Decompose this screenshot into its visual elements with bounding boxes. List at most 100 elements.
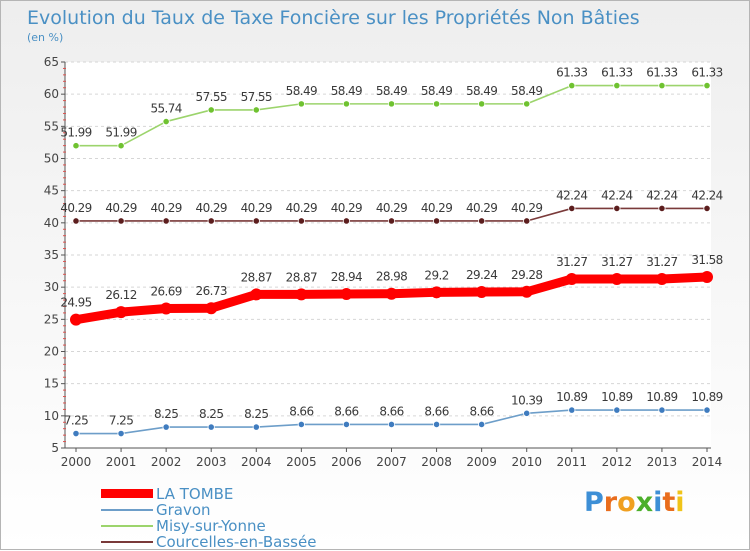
data-label-courcelles-en-bass-e: 40.29 bbox=[466, 201, 497, 215]
x-tick-label: 2004 bbox=[241, 455, 272, 469]
data-label-misy-sur-yonne: 58.49 bbox=[331, 84, 362, 98]
data-label-courcelles-en-bass-e: 40.29 bbox=[421, 201, 452, 215]
data-label-la-tombe: 31.27 bbox=[601, 255, 632, 269]
data-label-misy-sur-yonne: 51.99 bbox=[60, 126, 91, 140]
data-label-gravon: 8.66 bbox=[334, 404, 358, 418]
data-point-courcelles-en-bass-e bbox=[568, 204, 576, 213]
data-point-misy-sur-yonne bbox=[342, 100, 351, 108]
data-label-courcelles-en-bass-e: 40.29 bbox=[60, 201, 91, 215]
data-point-courcelles-en-bass-e bbox=[658, 204, 666, 213]
y-tick-label: 25 bbox=[44, 312, 59, 326]
data-label-la-tombe: 24.95 bbox=[60, 296, 91, 310]
data-point-courcelles-en-bass-e bbox=[207, 217, 215, 225]
x-tick-label: 2009 bbox=[466, 455, 497, 469]
y-tick-label: 20 bbox=[44, 345, 59, 359]
x-tick-label: 2003 bbox=[196, 455, 227, 469]
data-point-misy-sur-yonne bbox=[207, 106, 215, 114]
data-point-gravon bbox=[72, 429, 80, 438]
data-point-gravon bbox=[432, 420, 441, 429]
data-label-courcelles-en-bass-e: 40.29 bbox=[286, 201, 317, 215]
x-tick-label: 2011 bbox=[557, 455, 588, 469]
data-label-misy-sur-yonne: 58.49 bbox=[466, 84, 497, 98]
data-label-gravon: 8.25 bbox=[154, 407, 178, 421]
data-point-misy-sur-yonne bbox=[478, 100, 486, 108]
logo-letter: P bbox=[584, 487, 604, 518]
x-tick-label: 2008 bbox=[421, 455, 452, 469]
data-point-la-tombe bbox=[115, 306, 128, 319]
data-label-misy-sur-yonne: 58.49 bbox=[286, 84, 317, 98]
data-point-courcelles-en-bass-e bbox=[613, 204, 621, 213]
data-point-la-tombe bbox=[610, 272, 623, 285]
data-label-misy-sur-yonne: 61.33 bbox=[556, 66, 587, 80]
data-point-la-tombe bbox=[340, 287, 353, 300]
data-point-la-tombe bbox=[520, 285, 533, 298]
data-label-misy-sur-yonne: 61.33 bbox=[691, 66, 722, 80]
data-point-gravon bbox=[568, 406, 576, 414]
data-point-courcelles-en-bass-e bbox=[72, 217, 80, 225]
data-point-gravon bbox=[478, 420, 486, 429]
y-tick-label: 45 bbox=[44, 184, 59, 198]
data-label-la-tombe: 31.58 bbox=[691, 253, 722, 267]
data-label-la-tombe: 28.87 bbox=[241, 270, 272, 284]
data-label-gravon: 10.39 bbox=[511, 393, 542, 407]
data-point-courcelles-en-bass-e bbox=[387, 217, 396, 225]
data-label-courcelles-en-bass-e: 40.29 bbox=[376, 201, 407, 215]
logo-letter: i bbox=[675, 487, 685, 518]
data-point-la-tombe bbox=[701, 271, 713, 284]
data-point-gravon bbox=[613, 406, 621, 414]
data-label-gravon: 10.89 bbox=[646, 390, 677, 404]
data-label-courcelles-en-bass-e: 40.29 bbox=[331, 201, 362, 215]
data-point-courcelles-en-bass-e bbox=[703, 204, 711, 213]
data-point-gravon bbox=[207, 423, 215, 431]
x-tick-label: 2012 bbox=[602, 455, 633, 469]
x-tick-label: 2007 bbox=[376, 455, 407, 469]
data-point-courcelles-en-bass-e bbox=[297, 217, 305, 225]
chart-title: Evolution du Taux de Taxe Foncière sur l… bbox=[27, 7, 640, 29]
data-label-la-tombe: 26.69 bbox=[150, 284, 181, 298]
data-label-la-tombe: 26.12 bbox=[105, 288, 136, 302]
data-point-misy-sur-yonne bbox=[523, 100, 531, 108]
data-label-gravon: 8.66 bbox=[379, 404, 403, 418]
data-label-courcelles-en-bass-e: 42.24 bbox=[601, 188, 632, 202]
legend-label: LA TOMBE bbox=[156, 485, 234, 503]
data-label-courcelles-en-bass-e: 42.24 bbox=[556, 188, 587, 202]
data-label-misy-sur-yonne: 58.49 bbox=[421, 84, 452, 98]
data-point-misy-sur-yonne bbox=[387, 100, 396, 108]
data-point-courcelles-en-bass-e bbox=[117, 217, 125, 225]
data-point-gravon bbox=[658, 406, 666, 414]
data-point-courcelles-en-bass-e bbox=[432, 217, 441, 225]
plot-area bbox=[65, 62, 711, 448]
data-point-la-tombe bbox=[205, 302, 218, 315]
data-label-courcelles-en-bass-e: 40.29 bbox=[241, 201, 272, 215]
y-axis-unit-label: (en %) bbox=[27, 31, 64, 44]
data-point-misy-sur-yonne bbox=[72, 142, 80, 150]
data-label-la-tombe: 29.2 bbox=[424, 268, 448, 282]
data-label-gravon: 8.25 bbox=[199, 407, 223, 421]
data-label-gravon: 10.89 bbox=[691, 390, 722, 404]
data-label-misy-sur-yonne: 61.33 bbox=[646, 66, 677, 80]
proxiti-logo: Proxiti bbox=[584, 487, 685, 518]
data-label-misy-sur-yonne: 55.74 bbox=[150, 102, 181, 116]
y-tick-label: 35 bbox=[44, 248, 59, 262]
data-label-gravon: 7.25 bbox=[109, 414, 133, 428]
data-point-courcelles-en-bass-e bbox=[478, 217, 486, 225]
data-label-gravon: 8.66 bbox=[424, 404, 448, 418]
data-point-courcelles-en-bass-e bbox=[523, 217, 531, 225]
logo-letter: x bbox=[635, 487, 654, 518]
x-tick-label: 2005 bbox=[286, 455, 317, 469]
data-point-courcelles-en-bass-e bbox=[162, 217, 170, 225]
data-label-courcelles-en-bass-e: 42.24 bbox=[646, 188, 677, 202]
y-tick-label: 5 bbox=[51, 441, 59, 455]
x-tick-label: 2002 bbox=[151, 455, 182, 469]
data-point-misy-sur-yonne bbox=[117, 142, 125, 150]
data-label-la-tombe: 31.27 bbox=[646, 255, 677, 269]
logo-letter: r bbox=[603, 487, 618, 518]
y-tick-label: 55 bbox=[44, 119, 59, 133]
legend-label: Courcelles-en-Bassée bbox=[156, 533, 317, 551]
data-point-misy-sur-yonne bbox=[613, 82, 621, 90]
data-label-gravon: 8.66 bbox=[289, 404, 313, 418]
x-tick-label: 2001 bbox=[106, 455, 137, 469]
x-tick-label: 2006 bbox=[331, 455, 362, 469]
data-point-misy-sur-yonne bbox=[297, 100, 305, 108]
data-label-gravon: 10.89 bbox=[556, 390, 587, 404]
